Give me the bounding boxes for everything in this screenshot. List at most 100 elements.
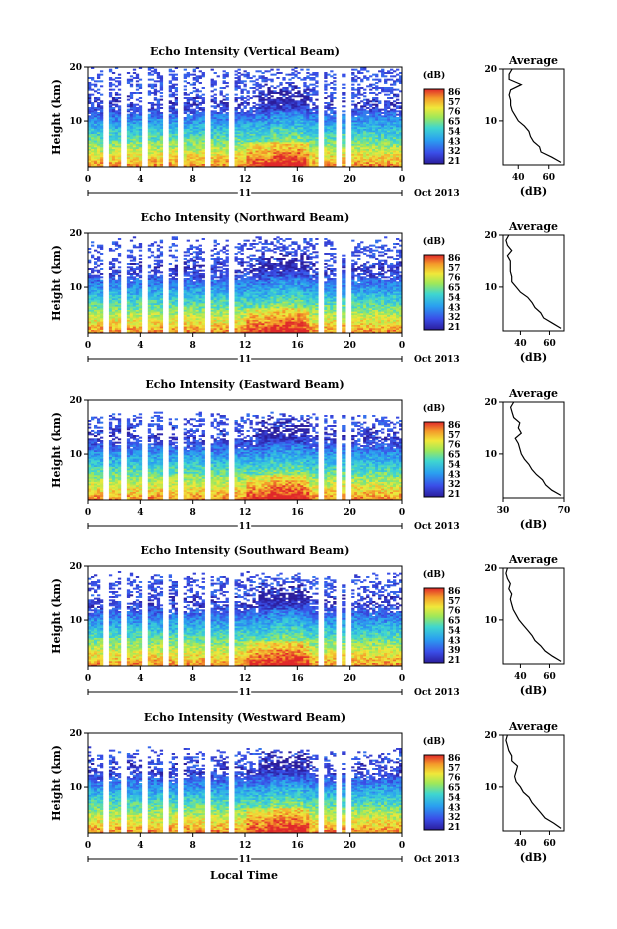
heatmap-cell <box>90 155 95 158</box>
heatmap-cell <box>315 130 319 133</box>
heatmap-cell <box>252 142 256 144</box>
heatmap-cell <box>192 132 196 134</box>
heatmap-cell <box>111 83 116 86</box>
heatmap-cell <box>192 152 196 154</box>
heatmap-cell <box>219 108 223 111</box>
heatmap-cell <box>138 160 143 163</box>
heatmap-cell <box>234 153 238 156</box>
heatmap-cell <box>96 127 101 129</box>
heatmap-cell <box>300 103 304 106</box>
heatmap-cell <box>258 130 262 133</box>
heatmap-cell <box>111 112 116 114</box>
heatmap-cell <box>390 102 394 104</box>
heatmap-cell <box>114 163 119 166</box>
heatmap-cell <box>108 100 113 103</box>
heatmap-cell <box>225 165 229 168</box>
heatmap-cell <box>129 95 134 98</box>
heatmap-cell <box>168 122 173 124</box>
heatmap-cell <box>276 130 280 133</box>
heatmap-cell <box>234 160 238 163</box>
heatmap-cell <box>282 100 286 103</box>
heatmap-cell <box>264 150 268 153</box>
heatmap-cell <box>300 105 304 108</box>
heatmap-cell <box>114 153 119 156</box>
heatmap-cell <box>255 162 259 164</box>
heatmap-cell <box>216 122 220 124</box>
heatmap-cell <box>357 87 361 89</box>
heatmap-cell <box>222 153 226 156</box>
heatmap-cell <box>222 163 226 166</box>
heatmap-cell <box>96 143 101 146</box>
heatmap-cell <box>153 103 158 106</box>
heatmap-cell <box>234 117 238 119</box>
heatmap-cell <box>138 130 143 133</box>
heatmap-cell <box>243 145 247 148</box>
heatmap-cell <box>147 147 152 149</box>
heatmap-cell <box>93 108 98 111</box>
heatmap-cell <box>147 135 152 138</box>
heatmap-cell <box>279 72 283 74</box>
heatmap-cell <box>285 132 289 134</box>
heatmap-cell <box>297 162 301 164</box>
heatmap-cell <box>132 68 137 71</box>
heatmap-cell <box>108 113 113 116</box>
heatmap-cell <box>147 128 152 131</box>
heatmap-cell <box>174 138 179 141</box>
heatmap-cell <box>96 269 101 272</box>
heatmap-cell <box>126 110 131 113</box>
heatmap-cell <box>189 133 193 136</box>
heatmap-cell <box>213 138 217 141</box>
heatmap-cell <box>270 112 274 114</box>
heatmap-cell <box>168 127 173 129</box>
heatmap-cell <box>210 78 214 81</box>
heatmap-cell <box>183 157 187 159</box>
heatmap-cell <box>234 87 238 89</box>
heatmap-cell <box>312 113 316 116</box>
heatmap-cell <box>288 117 292 119</box>
heatmap-cell <box>381 68 385 71</box>
heatmap-cell <box>234 122 238 124</box>
heatmap-cell <box>300 100 304 103</box>
heatmap-cell <box>138 145 143 148</box>
heatmap-cell <box>282 140 286 143</box>
heatmap-cell <box>303 148 307 151</box>
heatmap-cell <box>243 140 247 143</box>
heatmap-cell <box>129 128 134 131</box>
heatmap-cell <box>222 142 226 144</box>
heatmap-cell <box>186 117 190 119</box>
heatmap-cell <box>279 92 283 94</box>
heatmap-cell <box>258 90 262 93</box>
heatmap-cell <box>213 80 217 83</box>
heatmap-cell <box>183 160 187 163</box>
heatmap-cell <box>135 128 140 131</box>
heatmap-cell <box>147 73 152 76</box>
heatmap-cell <box>303 123 307 126</box>
heatmap-cell <box>195 140 199 143</box>
heatmap-cell <box>342 110 346 113</box>
heatmap-cell <box>189 160 193 163</box>
heatmap-cell <box>273 127 277 129</box>
heatmap-cell <box>108 266 113 269</box>
heatmap-cell <box>273 155 277 158</box>
heatmap-cell <box>147 68 152 71</box>
heatmap-cell <box>291 165 295 168</box>
heatmap-cell <box>159 135 164 138</box>
heatmap-cell <box>108 103 113 106</box>
heatmap-cell <box>234 115 238 118</box>
heatmap-cell <box>249 77 253 79</box>
heatmap-cell <box>183 85 187 88</box>
heatmap-cell <box>168 246 173 249</box>
heatmap-cell <box>237 137 241 139</box>
heatmap-cell <box>186 160 190 163</box>
heatmap-cell <box>171 148 176 151</box>
heatmap-cell <box>159 130 164 133</box>
heatmap-cell <box>201 135 205 138</box>
heatmap-cell <box>291 88 295 91</box>
heatmap-cell <box>88 137 92 139</box>
heatmap-cell <box>111 155 116 158</box>
heatmap-cell <box>300 133 304 136</box>
heatmap-cell <box>222 105 226 108</box>
heatmap-cell <box>285 113 289 116</box>
heatmap-cell <box>258 112 262 114</box>
heatmap-cell <box>216 115 220 118</box>
